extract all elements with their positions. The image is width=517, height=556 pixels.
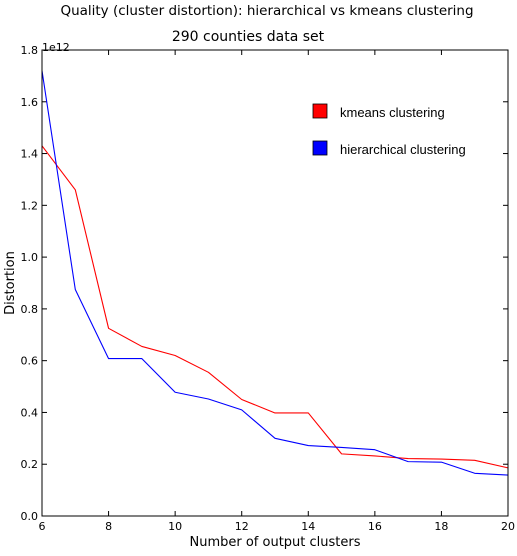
x-tick-label: 20 <box>501 520 515 533</box>
y-tick-label: 1.6 <box>21 96 39 109</box>
y-tick-label: 1.0 <box>21 251 39 264</box>
legend-swatch-kmeans <box>312 103 328 119</box>
x-tick-label: 6 <box>39 520 46 533</box>
x-tick-label: 14 <box>301 520 315 533</box>
x-tick-label: 12 <box>235 520 249 533</box>
y-tick-label: 0.8 <box>21 303 39 316</box>
axis-tick-labels: 6 8 10 12 14 16 18 20 0.0 0.2 0.4 0.6 0.8 1.0 1.2 1.4 1.… <box>21 44 516 533</box>
y-tick-label: 1.8 <box>21 44 39 57</box>
series-lines <box>41 70 509 476</box>
y-axis-offset-label: 1e12 <box>42 41 70 54</box>
x-tick-label: 18 <box>434 520 448 533</box>
chart-title: Quality (cluster distortion): hierarchic… <box>60 3 473 19</box>
legend-label-kmeans: kmeans clustering <box>340 105 445 120</box>
y-tick-label: 0.6 <box>21 355 39 368</box>
x-axis-label: Number of output clusters <box>189 535 360 550</box>
y-tick-label: 0.4 <box>21 406 39 419</box>
y-axis-label: Distortion <box>3 251 18 315</box>
hierarchical-line <box>41 70 509 476</box>
y-tick-label: 1.2 <box>21 199 39 212</box>
legend-label-hierarchical: hierarchical clustering <box>340 142 466 157</box>
x-tick-label: 16 <box>368 520 382 533</box>
kmeans-line <box>41 145 509 469</box>
x-tick-label: 10 <box>168 520 182 533</box>
x-tick-label: 8 <box>105 520 112 533</box>
legend-swatch-hierarchical <box>312 140 328 156</box>
plot-area-frame <box>41 49 509 517</box>
y-tick-label: 0.2 <box>21 458 39 471</box>
y-tick-label: 0.0 <box>21 510 39 523</box>
chart-subtitle: 290 counties data set <box>172 29 325 45</box>
y-tick-label: 1.4 <box>21 148 39 161</box>
legend: kmeans clustering hierarchical clusterin… <box>312 103 466 157</box>
